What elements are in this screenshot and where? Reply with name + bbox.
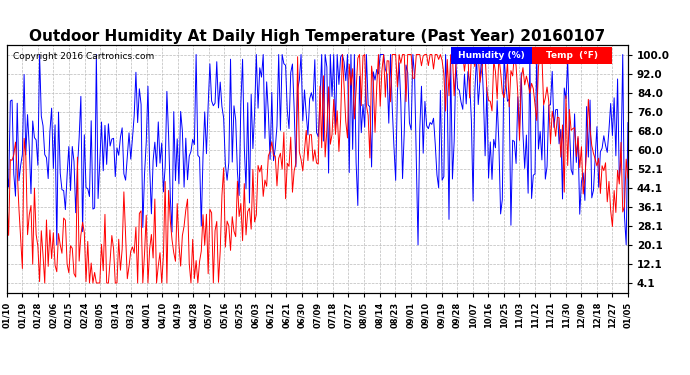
Text: Copyright 2016 Cartronics.com: Copyright 2016 Cartronics.com bbox=[13, 53, 155, 62]
Title: Outdoor Humidity At Daily High Temperature (Past Year) 20160107: Outdoor Humidity At Daily High Temperatu… bbox=[29, 29, 606, 44]
Text: Temp  (°F): Temp (°F) bbox=[546, 51, 598, 60]
Text: Humidity (%): Humidity (%) bbox=[458, 51, 524, 60]
FancyBboxPatch shape bbox=[531, 48, 613, 63]
FancyBboxPatch shape bbox=[451, 48, 531, 63]
